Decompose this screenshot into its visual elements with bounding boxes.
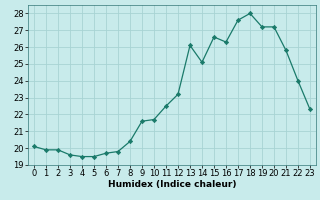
X-axis label: Humidex (Indice chaleur): Humidex (Indice chaleur) [108, 180, 236, 189]
